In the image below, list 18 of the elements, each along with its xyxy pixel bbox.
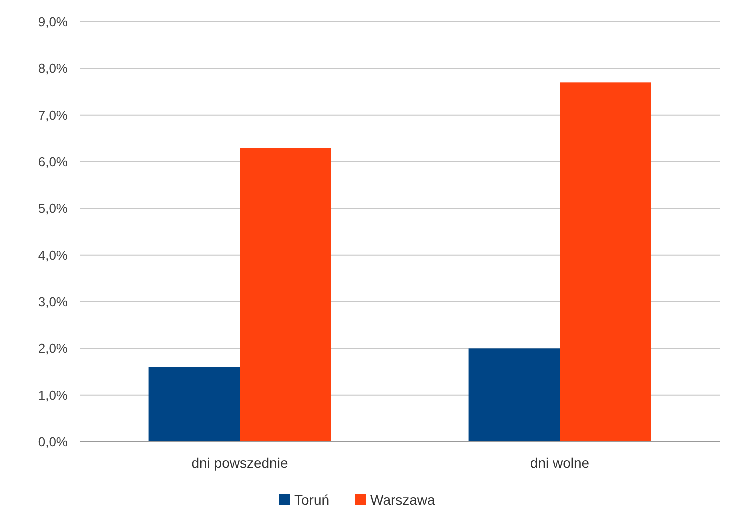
x-tick-label: dni powszednie [192, 455, 288, 471]
y-tick-label: 6,0% [38, 154, 68, 170]
y-tick-label: 7,0% [38, 108, 68, 123]
bar [148, 367, 240, 442]
y-tick-label: 0,0% [38, 434, 68, 450]
bar [240, 148, 332, 442]
y-tick-label: 3,0% [38, 294, 68, 310]
y-tick-label: 9,0% [38, 14, 68, 30]
y-tick-label: 8,0% [38, 61, 68, 76]
legend-label: Warszawa [370, 492, 436, 508]
y-tick-label: 1,0% [38, 388, 68, 403]
bar [560, 82, 652, 442]
legend-label: Toruń [294, 492, 330, 508]
y-tick-label: 5,0% [38, 201, 68, 216]
bar [468, 348, 560, 442]
x-tick-label: dni wolne [530, 455, 590, 471]
y-tick-label: 4,0% [38, 248, 68, 263]
y-tick-label: 2,0% [38, 341, 68, 356]
